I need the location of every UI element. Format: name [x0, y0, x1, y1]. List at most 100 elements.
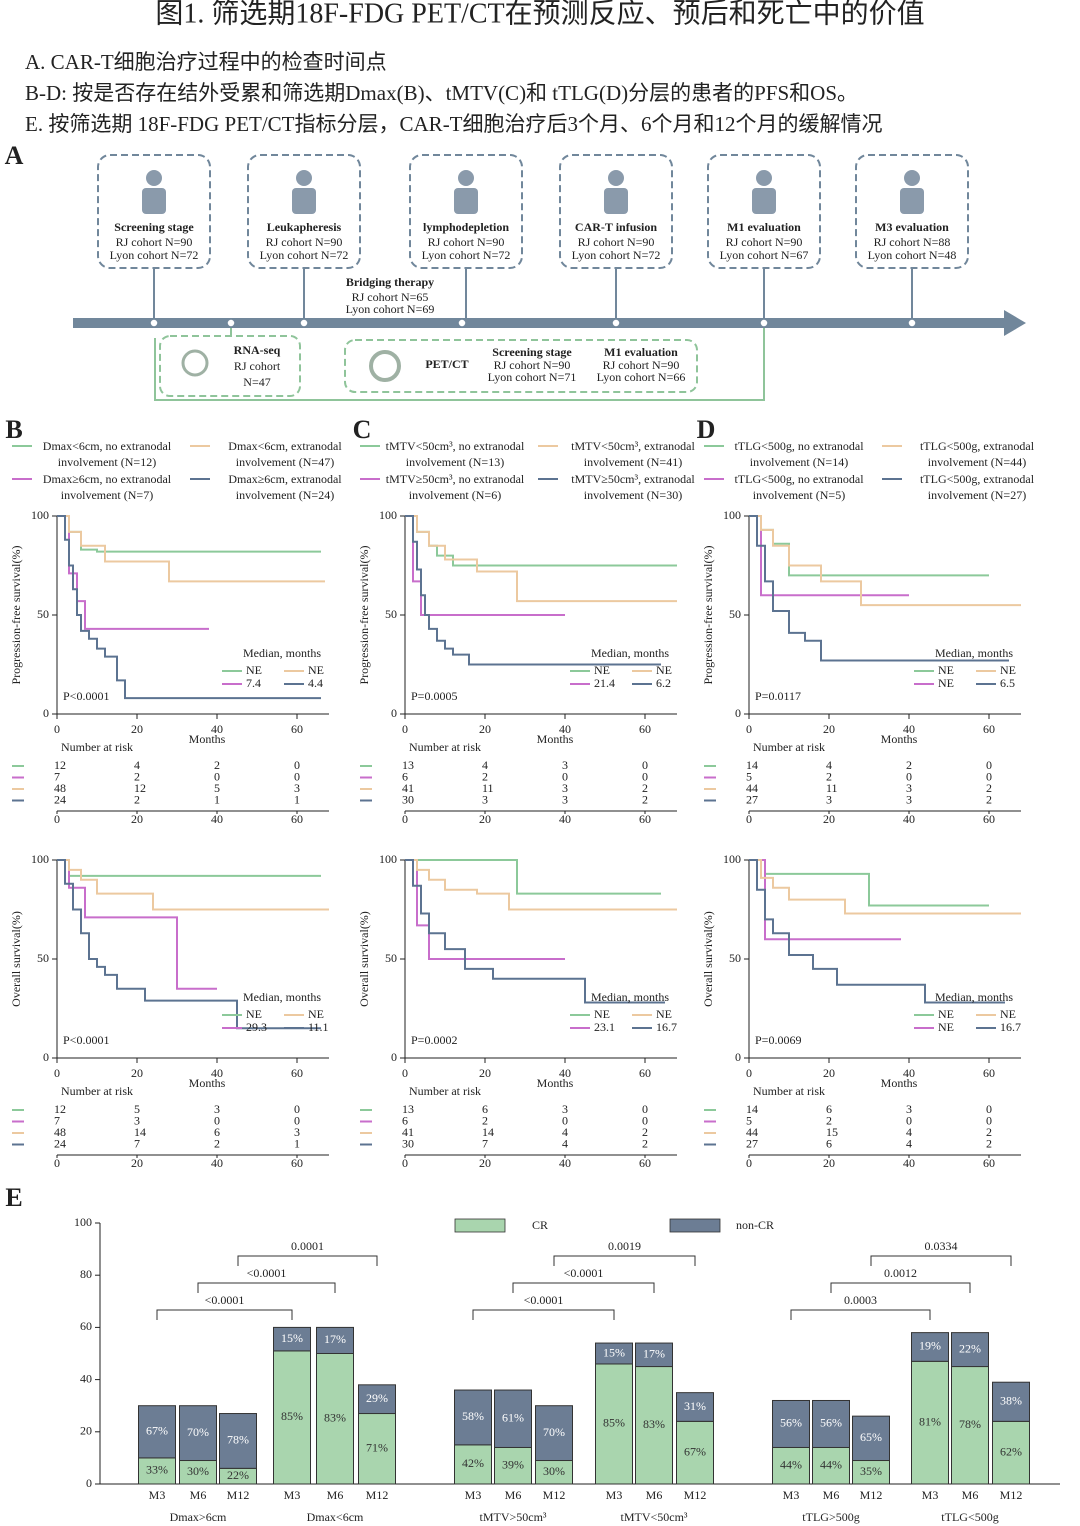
risk-title: Number at risk — [61, 740, 133, 754]
bar-segment — [316, 1353, 354, 1485]
pet-col-line: Lyon cohort N=71 — [488, 370, 577, 384]
timeline-arrow — [1004, 310, 1026, 336]
legend-entry: tMTV<50cm³, no extranodal involvement (N… — [385, 439, 525, 469]
bar-segment — [138, 1405, 176, 1459]
median-value: NE — [656, 1007, 672, 1021]
stage-icon — [904, 170, 920, 186]
risk-value: 1 — [214, 792, 220, 806]
risk-title: Number at risk — [409, 1084, 481, 1098]
y-axis-label: Progression-free survival(%) — [357, 546, 371, 685]
risk-value: 4 — [562, 1125, 568, 1139]
y-tick-label: 0 — [735, 1050, 741, 1064]
share-label: 30% — [543, 1464, 565, 1478]
comparison-bracket — [553, 1255, 696, 1266]
share-label: 29% — [366, 1391, 388, 1405]
median-value: NE — [594, 663, 610, 677]
risk-value: 4 — [826, 758, 832, 772]
x-tick-label: 60 — [291, 722, 303, 736]
risk-value: 0 — [906, 769, 912, 783]
stage-icon — [752, 188, 776, 214]
y-axis-label: Overall survival(%) — [701, 911, 715, 1007]
risk-value: 0 — [642, 1113, 648, 1127]
y-tick-label: 50 — [385, 951, 397, 965]
y-tick-label: 100 — [31, 852, 49, 866]
share-label: 83% — [324, 1411, 346, 1425]
stage-icon — [296, 170, 312, 186]
rna-icon — [181, 349, 209, 377]
y-tick-label: 100 — [723, 508, 741, 522]
comparison-p: 0.0019 — [608, 1239, 641, 1253]
x-tick-label: 20 — [131, 722, 143, 736]
risk-value: 3 — [826, 792, 832, 806]
pet-col-line: Lyon cohort N=66 — [597, 370, 686, 384]
survival-curve — [405, 859, 665, 1004]
timeline-dot — [907, 318, 917, 328]
risk-value: 27 — [746, 1136, 758, 1150]
risk-value: 11 — [482, 781, 494, 795]
risk-value: 3 — [294, 1125, 300, 1139]
x-tick-label: 0 — [54, 722, 60, 736]
risk-value: 7 — [54, 1113, 60, 1127]
share-label: 22% — [959, 1341, 981, 1355]
stage-icon — [756, 170, 772, 186]
legend-entry: tTLG<500g, extranodal involvement (N=44) — [919, 439, 1035, 469]
risk-value: 12 — [54, 758, 66, 772]
timeline-dot — [759, 318, 769, 328]
risk-value: 14 — [746, 1102, 758, 1116]
y-tick-label: 50 — [37, 607, 49, 621]
legend-entry: Dmax≥6cm, extranodal involvement (N=24) — [228, 472, 342, 502]
risk-tick-label: 20 — [479, 1156, 491, 1170]
risk-value: 12 — [54, 1102, 66, 1116]
bar-segment — [992, 1381, 1030, 1422]
y-tick-label: 0 — [391, 1050, 397, 1064]
risk-value: 2 — [482, 1113, 488, 1127]
risk-tick-label: 60 — [291, 812, 303, 826]
bar-segment — [494, 1446, 532, 1485]
risk-value: 1 — [294, 792, 300, 806]
y-tick-label: 100 — [31, 508, 49, 522]
y-axis-label: Progression-free survival(%) — [9, 546, 23, 685]
risk-value: 2 — [826, 1113, 832, 1127]
median-title: Median, months — [591, 990, 669, 1004]
risk-tick-label: 0 — [746, 812, 752, 826]
p-value: P<0.0001 — [63, 1033, 109, 1047]
share-label: 56% — [780, 1416, 802, 1430]
risk-value: 2 — [826, 769, 832, 783]
x-tick-label: 40 — [211, 1066, 223, 1080]
risk-tick-label: 40 — [559, 1156, 571, 1170]
risk-tick-label: 40 — [903, 1156, 915, 1170]
group-label: tTLG>500g — [802, 1510, 859, 1524]
share-label: 30% — [187, 1464, 209, 1478]
bar-segment — [316, 1326, 354, 1355]
comparison-p: <0.0001 — [564, 1266, 604, 1280]
risk-value: 4 — [562, 1136, 568, 1150]
stage-title: lymphodepletion — [423, 220, 509, 234]
risk-value: 2 — [642, 781, 648, 795]
legend-entry: tTLG<500g, no extranodal involvement (N=… — [734, 472, 864, 502]
risk-tick-label: 60 — [639, 812, 651, 826]
x-tick-label: 60 — [983, 722, 995, 736]
comparison-bracket — [512, 1282, 655, 1293]
y-tick-label: 50 — [37, 951, 49, 965]
median-value: NE — [246, 1007, 262, 1021]
risk-value: 27 — [746, 792, 758, 806]
risk-value: 0 — [294, 1113, 300, 1127]
y-tick-label: 0 — [43, 1050, 49, 1064]
risk-value: 4 — [906, 1125, 912, 1139]
share-label: 85% — [281, 1409, 303, 1423]
risk-value: 12 — [134, 781, 146, 795]
comparison-p: <0.0001 — [247, 1266, 287, 1280]
risk-value: 7 — [482, 1136, 488, 1150]
stage-title: M3 evaluation — [875, 220, 949, 234]
stage-line: RJ cohort N=90 — [116, 235, 193, 249]
x-tick-label: M12 — [1000, 1488, 1023, 1502]
timeline-dot — [299, 318, 309, 328]
x-axis-label: Months — [537, 732, 574, 746]
median-title: Median, months — [591, 646, 669, 660]
y-tick-label: 100 — [379, 508, 397, 522]
median-title: Median, months — [243, 990, 321, 1004]
share-label: 17% — [643, 1347, 665, 1361]
risk-value: 14 — [482, 1125, 494, 1139]
timeline-dot — [226, 318, 236, 328]
risk-tick-label: 20 — [479, 812, 491, 826]
